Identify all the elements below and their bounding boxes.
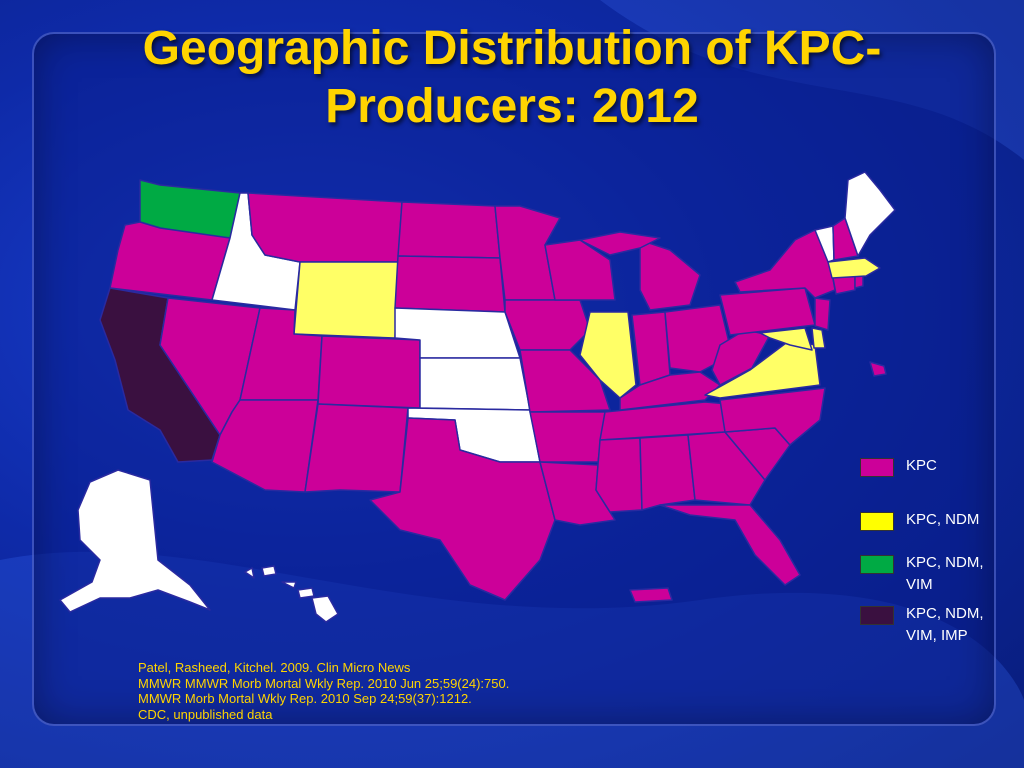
state-delaware [811, 327, 826, 349]
legend-label: KPC, NDM, VIM [906, 554, 984, 593]
legend-item-kpc: KPC [860, 455, 937, 477]
state-michigan-up [579, 231, 661, 256]
slide-title: Geographic Distribution of KPC-Producers… [142, 22, 882, 133]
territory-puerto-rico [629, 587, 673, 603]
state-alaska [59, 469, 211, 613]
legend-item-kpc-ndm-vim: KPC, NDM, VIM [860, 552, 984, 596]
state-mississippi [595, 437, 643, 513]
state-missouri [519, 349, 611, 413]
legend-swatch [860, 555, 894, 574]
state-north-dakota [397, 201, 501, 259]
legend-item-kpc-ndm: KPC, NDM [860, 509, 979, 531]
state-colorado [317, 335, 421, 409]
state-iowa [504, 299, 591, 351]
state-wyoming [293, 261, 399, 339]
legend-label: KPC [906, 457, 937, 474]
state-georgia [687, 431, 766, 506]
legend-label: KPC, NDM, VIM, IMP [906, 605, 984, 644]
state-new-mexico [304, 403, 409, 493]
reference-line: MMWR MMWR Morb Mortal Wkly Rep. 2010 Jun… [138, 675, 510, 691]
reference-line: Patel, Rasheed, Kitchel. 2009. Clin Micr… [138, 660, 411, 675]
state-south-dakota [394, 255, 506, 313]
state-kansas [419, 357, 531, 411]
legend-item-kpc-ndm-vim-imp: KPC, NDM, VIM, IMP [860, 603, 984, 647]
state-arkansas [529, 411, 606, 463]
state-indiana [631, 311, 671, 386]
state-maine [844, 171, 896, 257]
legend-label: KPC, NDM [906, 511, 980, 528]
state-new-jersey [814, 297, 831, 331]
legend-swatch [860, 512, 894, 531]
state-montana [247, 192, 403, 263]
reference-line: MMWR Morb Mortal Wkly Rep. 2010 Sep 24;5… [138, 691, 472, 706]
state-hawaii [244, 565, 339, 623]
state-michigan [639, 239, 701, 311]
reference-line: CDC, unpublished data [138, 706, 273, 722]
state-texas [369, 417, 556, 601]
references: Patel, Rasheed, Kitchel. 2009. Clin Micr… [138, 660, 509, 722]
state-maryland [759, 327, 813, 351]
state-florida [659, 504, 801, 586]
dc-marker [869, 361, 887, 377]
state-massachusetts [827, 257, 881, 279]
legend-swatch [860, 458, 894, 477]
legend-swatch [860, 606, 894, 625]
state-north-carolina [719, 387, 826, 446]
state-alabama [639, 434, 696, 511]
